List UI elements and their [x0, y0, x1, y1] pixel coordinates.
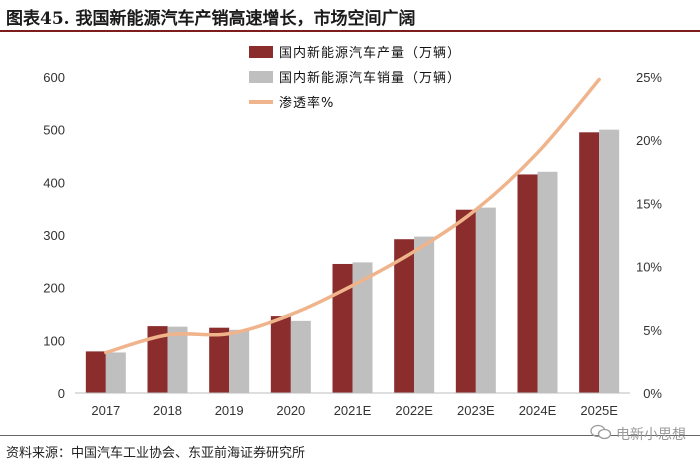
bar-sales — [229, 329, 250, 393]
legend-label-penetration: 渗透率% — [279, 95, 334, 111]
y-right-tick-label: 25% — [636, 70, 662, 85]
bar-production — [332, 263, 353, 393]
y-right-tick-label: 20% — [636, 133, 662, 148]
x-tick-label: 2017 — [91, 403, 120, 418]
y-left-tick-label: 500 — [43, 123, 65, 138]
bar-production — [270, 316, 291, 393]
x-tick-label: 2018 — [153, 403, 182, 418]
bar-sales — [167, 326, 188, 393]
y-right-tick-label: 10% — [636, 260, 662, 275]
penetration-line — [104, 77, 601, 355]
penetration-line-layer — [104, 77, 601, 355]
y-left-tick-label: 100 — [43, 333, 65, 348]
bar-production — [517, 174, 538, 393]
x-tick-label: 2019 — [215, 403, 244, 418]
bar-sales — [475, 207, 496, 393]
y-left-tick-label: 400 — [43, 175, 65, 190]
bar-production — [455, 209, 476, 393]
wechat-icon — [590, 424, 612, 444]
bar-sales — [352, 262, 373, 393]
legend-label-sales: 国内新能源汽车销量（万辆） — [279, 70, 461, 86]
bar-sales — [105, 352, 126, 393]
bar-sales — [290, 320, 311, 393]
x-tick-label: 2022E — [395, 403, 433, 418]
bottom-rule — [0, 435, 700, 436]
x-tick-label: 2025E — [580, 403, 618, 418]
x-tick-label: 2020 — [276, 403, 305, 418]
bar-sales — [414, 236, 435, 393]
axes-layer: 2017 2018 2019 2020 2021E 2022E 2023E 2024E 2025… — [43, 70, 662, 418]
y-left-tick-label: 0 — [58, 386, 65, 401]
bar-production — [85, 351, 106, 393]
x-tick-label: 2024E — [519, 403, 557, 418]
source-note: 资料来源：中国汽车工业协会、东亚前海证券研究所 — [6, 446, 306, 461]
watermark-text: 电新小思想 — [616, 427, 686, 443]
legend-swatch-production — [249, 46, 273, 58]
bar-sales — [537, 171, 558, 393]
legend-label-production: 国内新能源汽车产量（万辆） — [279, 45, 461, 61]
y-left-tick-label: 200 — [43, 281, 65, 296]
y-right-tick-label: 0% — [643, 386, 662, 401]
chart: 国内新能源汽车产量（万辆） 国内新能源汽车销量（万辆） 渗透率% 2017 201… — [43, 45, 662, 418]
bars-layer — [85, 129, 620, 394]
watermark: 电新小思想 — [590, 424, 686, 444]
legend: 国内新能源汽车产量（万辆） 国内新能源汽车销量（万辆） 渗透率% — [249, 45, 461, 111]
y-left-tick-label: 600 — [43, 70, 65, 85]
bar-production — [579, 132, 600, 394]
figure-title: 图表45. 我国新能源汽车产销高速增长，市场空间广阔 — [6, 9, 416, 29]
bar-production — [394, 239, 415, 393]
bar-production — [147, 326, 168, 393]
legend-swatch-sales — [249, 71, 273, 83]
x-tick-label: 2021E — [334, 403, 372, 418]
y-right-tick-label: 15% — [636, 196, 662, 211]
bar-sales — [599, 129, 620, 393]
title-rule — [0, 30, 700, 32]
y-left-tick-label: 300 — [43, 228, 65, 243]
x-tick-label: 2023E — [457, 403, 495, 418]
y-right-tick-label: 5% — [643, 323, 662, 338]
bar-production — [209, 327, 230, 393]
